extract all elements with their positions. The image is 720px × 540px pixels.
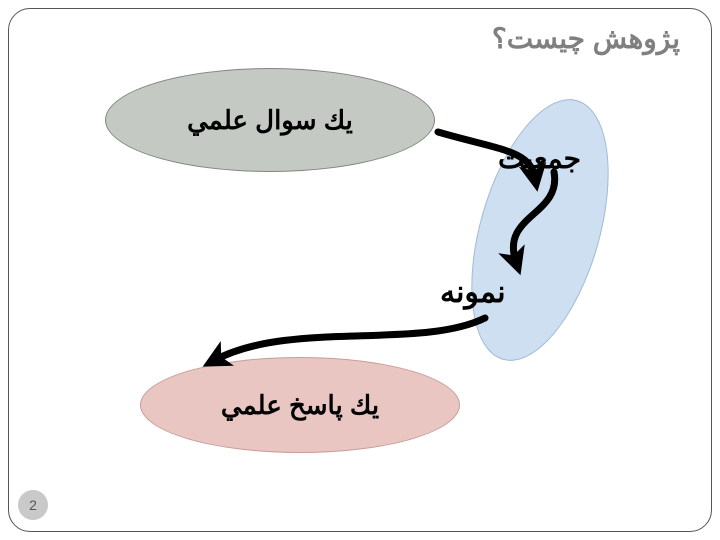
sample-label: نمونه (440, 275, 506, 310)
population-label: جمعيت (498, 142, 581, 175)
answer-label: يك پاسخ علمي (221, 390, 379, 421)
page-number-badge: 2 (18, 490, 48, 520)
question-label: يك سوال علمي (187, 105, 353, 136)
slide-title: پژوهش چيست؟ (492, 22, 680, 55)
question-ellipse: يك سوال علمي (105, 68, 435, 172)
page-number-text: 2 (29, 497, 37, 513)
answer-ellipse: يك پاسخ علمي (140, 357, 460, 453)
